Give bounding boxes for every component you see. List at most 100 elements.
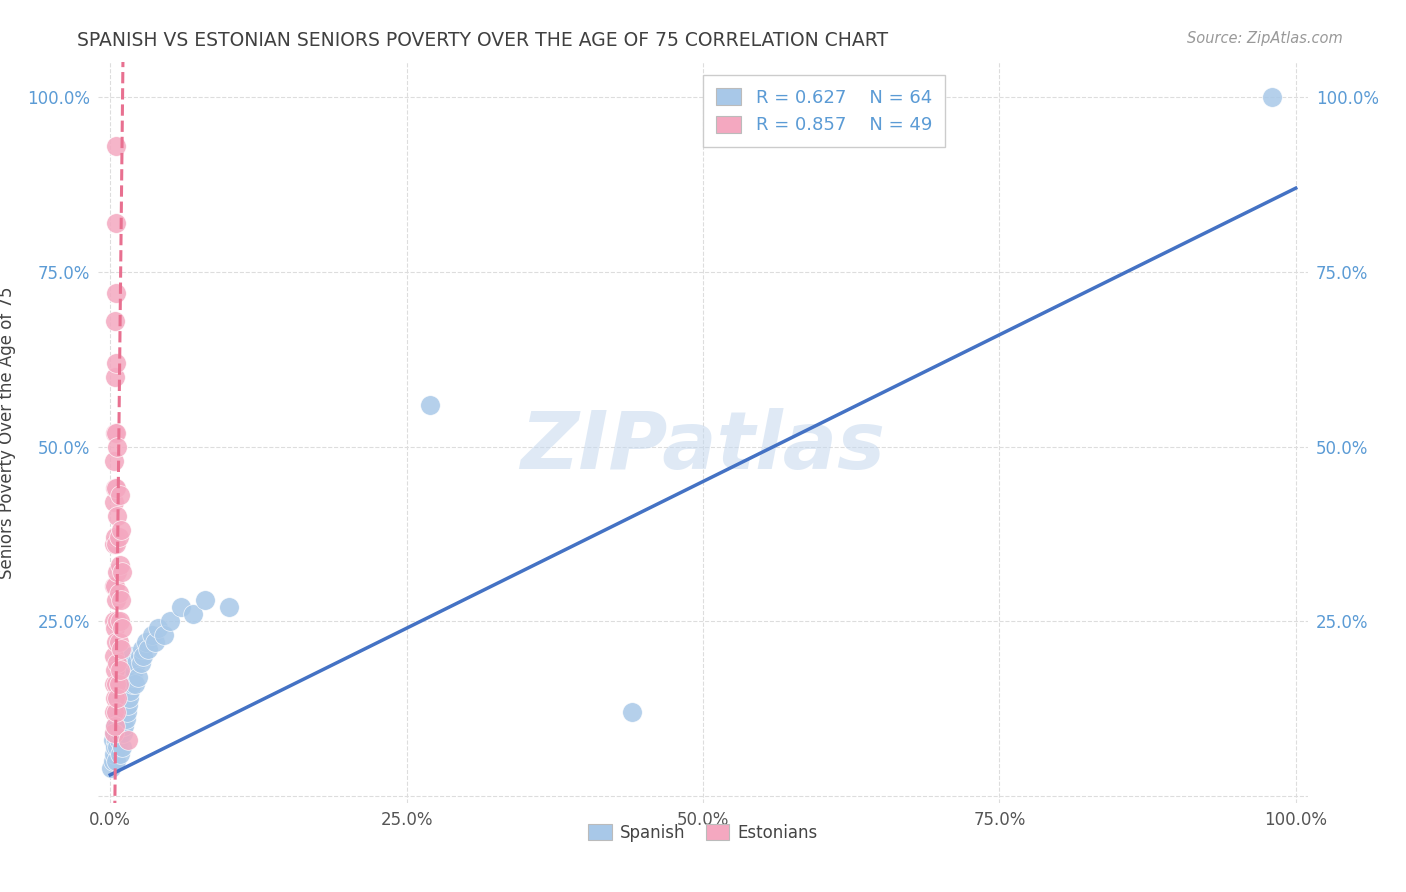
Point (120, 656, 142, 670)
Point (152, 628, 174, 642)
Point (135, 635, 157, 649)
Point (112, 726, 135, 740)
Y-axis label: Seniors Poverty Over the Age of 75: Seniors Poverty Over the Age of 75 (0, 286, 15, 579)
Point (105, 356, 128, 370)
Point (110, 593, 132, 607)
Point (117, 698, 139, 712)
Point (104, 719, 127, 733)
Point (105, 509, 128, 524)
Point (111, 712, 134, 726)
Point (104, 530, 127, 544)
Point (107, 677, 129, 691)
Point (124, 677, 146, 691)
Point (114, 691, 136, 706)
Point (105, 677, 128, 691)
Point (107, 705, 129, 719)
Point (111, 621, 134, 635)
Point (107, 635, 129, 649)
Point (108, 726, 131, 740)
Point (111, 739, 134, 754)
Point (107, 733, 129, 747)
Point (104, 719, 127, 733)
Point (118, 691, 141, 706)
Point (105, 216, 128, 230)
Point (112, 698, 135, 712)
Point (620, 705, 643, 719)
Point (120, 684, 142, 698)
Point (143, 635, 166, 649)
Text: ZIPatlas: ZIPatlas (520, 409, 886, 486)
Point (110, 691, 132, 706)
Point (105, 719, 128, 733)
Point (110, 642, 132, 657)
Point (105, 656, 128, 670)
Point (103, 726, 125, 740)
Point (105, 482, 128, 496)
Point (108, 663, 131, 677)
Point (111, 566, 134, 580)
Point (104, 425, 127, 440)
Point (103, 495, 125, 509)
Point (105, 285, 128, 300)
Point (103, 705, 125, 719)
Point (107, 586, 129, 600)
Point (132, 649, 155, 664)
Point (419, 398, 441, 412)
Point (103, 677, 125, 691)
Point (103, 537, 125, 551)
Point (105, 440, 128, 454)
Point (129, 649, 152, 664)
Point (101, 733, 124, 747)
Point (118, 663, 141, 677)
Point (103, 747, 125, 761)
Point (110, 719, 132, 733)
Point (105, 593, 128, 607)
Point (121, 649, 143, 664)
Point (141, 628, 163, 642)
Point (170, 600, 193, 615)
Point (1261, 90, 1284, 104)
Point (122, 663, 145, 677)
Point (104, 579, 127, 593)
Point (159, 614, 181, 628)
Point (114, 712, 136, 726)
Point (103, 726, 125, 740)
Point (104, 482, 127, 496)
Point (107, 530, 129, 544)
Point (117, 733, 139, 747)
Point (103, 649, 125, 664)
Point (104, 314, 127, 328)
Point (194, 593, 217, 607)
Point (136, 642, 159, 657)
Point (111, 684, 134, 698)
Point (105, 614, 128, 628)
Point (104, 621, 127, 635)
Point (105, 566, 128, 580)
Point (105, 691, 128, 706)
Point (105, 754, 128, 768)
Point (115, 705, 138, 719)
Point (114, 684, 136, 698)
Point (115, 677, 138, 691)
Point (103, 453, 125, 467)
Point (104, 739, 127, 754)
Point (105, 425, 128, 440)
Point (181, 607, 204, 622)
Text: SPANISH VS ESTONIAN SENIORS POVERTY OVER THE AGE OF 75 CORRELATION CHART: SPANISH VS ESTONIAN SENIORS POVERTY OVER… (77, 31, 889, 50)
Point (105, 537, 128, 551)
Point (129, 656, 152, 670)
Point (105, 733, 128, 747)
Point (101, 754, 124, 768)
Point (108, 614, 131, 628)
Point (105, 739, 128, 754)
Point (105, 705, 128, 719)
Legend: Spanish, Estonians: Spanish, Estonians (581, 815, 825, 850)
Point (103, 614, 125, 628)
Point (108, 488, 131, 502)
Point (114, 719, 136, 733)
Point (146, 621, 169, 635)
Point (105, 691, 128, 706)
Point (104, 691, 127, 706)
Point (108, 558, 131, 573)
Point (105, 705, 128, 719)
